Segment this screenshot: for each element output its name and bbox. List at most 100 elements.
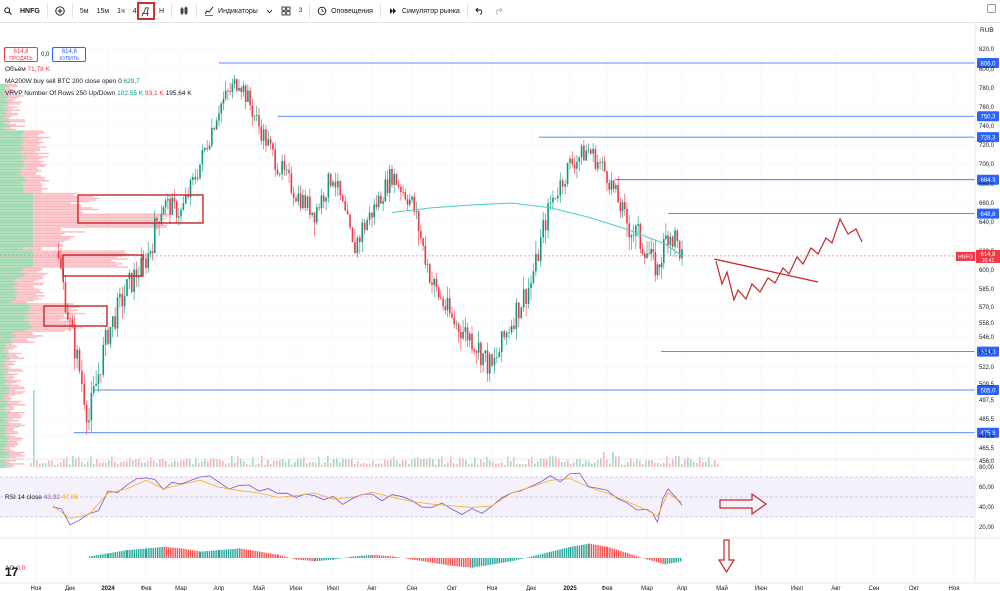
interval-5m[interactable]: 5м <box>79 7 89 15</box>
vrvp-up-bar <box>0 319 25 321</box>
vrvp-down-bar <box>24 319 61 321</box>
volume-bar <box>87 461 89 467</box>
vrvp-up-bar <box>0 272 27 275</box>
volume-bar <box>408 463 410 467</box>
chart-area[interactable]: 806,0 750,3 728,3 684,3 648,8 534,3 505,0 475,8… <box>0 22 1000 591</box>
redo-icon[interactable] <box>489 2 507 20</box>
symbol-name[interactable]: HNFG <box>20 7 40 15</box>
vrvp-up-bar <box>0 381 7 383</box>
replay-icon[interactable] <box>384 2 402 20</box>
vrvp-up-bar <box>0 210 33 212</box>
interval-15m[interactable]: 15м <box>96 7 110 15</box>
templates-badge[interactable]: 3 <box>298 8 303 14</box>
interval-day-selected[interactable]: Д <box>136 2 155 20</box>
chevron-down-icon[interactable] <box>262 2 277 20</box>
rsi-legend[interactable]: RSI 14 close 43,92 47,06 <box>5 494 78 501</box>
ao-bar <box>152 547 154 558</box>
vrvp-down-bar <box>33 256 118 259</box>
vrvp-down-bar <box>33 199 96 201</box>
price-chart[interactable]: 806,0 750,3 728,3 684,3 648,8 534,3 505,0 475,8… <box>0 22 1000 591</box>
vrvp-up-bar <box>0 407 6 409</box>
sell-button[interactable]: 614,8 ПРОДАТЬ <box>4 47 38 62</box>
vrvp-down-bar <box>21 168 39 171</box>
ao-legend[interactable]: AO 0,0 <box>5 565 25 572</box>
price-tick: 780,0 <box>979 86 995 92</box>
volume-bar <box>492 461 494 467</box>
candle-body <box>361 222 364 243</box>
replay-button[interactable]: Симулятор рынка <box>401 7 460 15</box>
ao-bar <box>154 547 157 558</box>
candle-body <box>346 210 349 215</box>
vrvp-down-bar <box>21 143 40 145</box>
candle-body <box>654 252 657 276</box>
vrvp-down-bar <box>3 104 10 107</box>
ao-bar <box>425 558 427 562</box>
candle-body <box>356 237 359 254</box>
vrvp-up-bar <box>0 223 33 225</box>
ao-bar <box>526 557 529 558</box>
volume-bar <box>126 461 128 467</box>
vrvp-up-bar <box>0 357 10 359</box>
interval-1h[interactable]: 1ч <box>117 7 125 15</box>
volume-bar <box>708 456 710 467</box>
vrvp-up-bar <box>0 85 8 87</box>
templates-icon[interactable] <box>277 2 295 20</box>
vrvp-up-bar <box>0 252 33 254</box>
candle-body <box>119 293 121 298</box>
ao-bar <box>335 558 337 560</box>
ao-bar <box>613 548 615 558</box>
vrvp-down-bar <box>8 368 22 371</box>
ao-bar <box>458 558 460 567</box>
vrvp-up-bar <box>0 362 5 364</box>
ma-legend[interactable]: MA200W buy sell BTC 200 close open 0 629… <box>5 78 140 85</box>
volume-legend[interactable]: Объём 71,78 K <box>5 66 50 73</box>
ao-bar <box>167 547 170 558</box>
candle-body <box>513 325 515 329</box>
volume-bar <box>171 462 173 467</box>
vrvp-up-bar <box>0 314 26 316</box>
interval-more[interactable]: H <box>158 7 165 15</box>
candle-body <box>413 196 416 212</box>
ao-bar <box>554 550 557 558</box>
time-label: Мар <box>641 586 653 591</box>
ao-bar <box>333 558 335 560</box>
ao-bar <box>655 558 658 563</box>
alert-clock-icon[interactable] <box>313 2 331 20</box>
vrvp-up-bar <box>0 383 5 385</box>
ao-bar <box>378 555 380 558</box>
volume-bar <box>66 457 68 467</box>
currency-label[interactable]: RUB <box>980 27 994 34</box>
volume-bar <box>138 458 140 467</box>
candles-icon[interactable] <box>175 2 193 20</box>
vrvp-up-bar <box>0 400 9 403</box>
candle-body <box>406 199 409 205</box>
ao-bar <box>261 551 263 558</box>
ao-bar <box>392 556 394 558</box>
rsi-tick: 40,00 <box>979 505 995 511</box>
buy-button[interactable]: 614,8 КУПИТЬ <box>52 47 87 62</box>
vrvp-legend[interactable]: VRVP Number Of Rows 250 Up/Down 102,55 K… <box>5 90 192 97</box>
volume-bar <box>306 463 308 467</box>
candle-body <box>451 313 453 318</box>
candle-body <box>373 204 376 218</box>
alerts-button[interactable]: Оповещения <box>331 7 373 15</box>
vrvp-down-bar <box>16 290 41 292</box>
candle-body <box>368 212 371 220</box>
fullscreen-icon[interactable] <box>987 4 996 13</box>
symbol-tag-text: HNFG <box>958 254 974 260</box>
vrvp-down-bar <box>3 396 10 398</box>
indicators-icon[interactable] <box>200 2 218 20</box>
ao-bar <box>110 552 112 558</box>
search-icon[interactable] <box>0 2 16 20</box>
vrvp-down-bar <box>25 330 65 332</box>
ao-bar <box>300 558 302 560</box>
vrvp-down-bar <box>33 234 62 236</box>
ao-bar <box>329 558 332 560</box>
undo-icon[interactable] <box>471 2 489 20</box>
indicators-button[interactable]: Индикаторы <box>218 7 258 15</box>
candle-body <box>491 354 493 366</box>
candle-body <box>57 251 60 259</box>
add-symbol-icon[interactable] <box>51 2 69 20</box>
time-label: Апр <box>214 586 225 591</box>
interval-4h[interactable]: 4 <box>132 7 137 15</box>
